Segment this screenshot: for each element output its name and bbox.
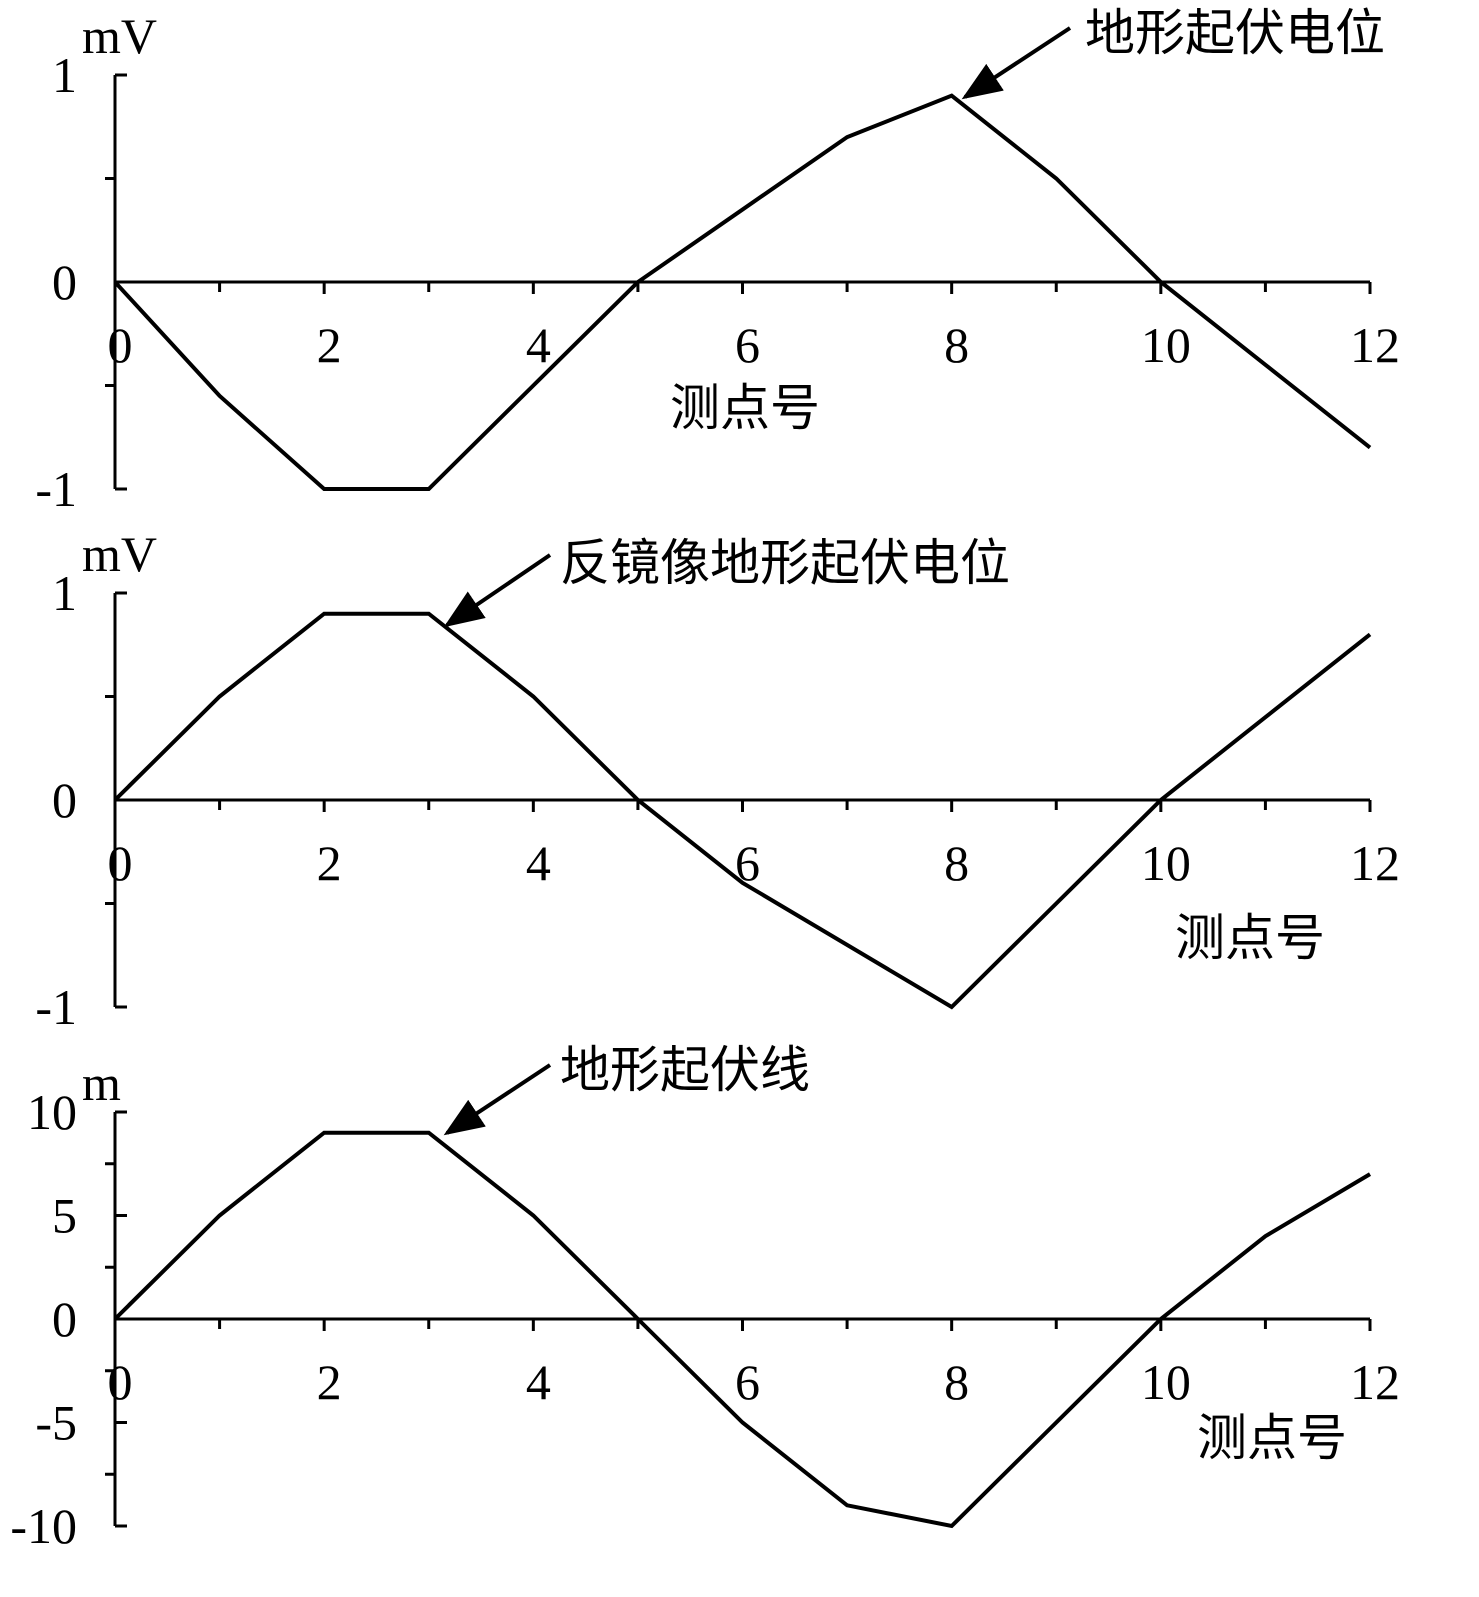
x-tick-label: 0 bbox=[108, 317, 133, 373]
y-tick-label: 0 bbox=[52, 1291, 77, 1347]
y-tick-label: 1 bbox=[52, 47, 77, 103]
x-tick-label: 0 bbox=[108, 835, 133, 891]
line bbox=[113, 1130, 1372, 1529]
x-tick-label: 12 bbox=[1350, 835, 1400, 891]
y-tick-label: -5 bbox=[35, 1395, 77, 1451]
y-tick-label: 0 bbox=[52, 772, 77, 828]
line bbox=[113, 93, 1372, 491]
annotation-arrow bbox=[443, 1063, 552, 1136]
x-tick-label: 2 bbox=[317, 835, 342, 891]
x-tick-label: 12 bbox=[1350, 317, 1400, 373]
annotation-arrow bbox=[961, 26, 1072, 100]
y-unit: m bbox=[82, 1055, 121, 1111]
y-tick-label: 10 bbox=[27, 1084, 77, 1140]
line bbox=[113, 611, 1372, 1010]
x-tick-label: 10 bbox=[1141, 835, 1191, 891]
x-axis-label: 测点号 bbox=[1197, 1410, 1347, 1466]
x-tick-label: 2 bbox=[317, 1354, 342, 1410]
x-tick-label: 8 bbox=[944, 835, 969, 891]
x-tick-label: 4 bbox=[526, 1354, 551, 1410]
y-unit: mV bbox=[82, 526, 157, 582]
y-tick-label: -1 bbox=[35, 979, 77, 1035]
x-tick-label: 6 bbox=[735, 317, 760, 373]
x-tick-label: 12 bbox=[1350, 1354, 1400, 1410]
x-tick-label: 4 bbox=[526, 835, 551, 891]
x-tick-label: 10 bbox=[1141, 317, 1191, 373]
y-tick-label: -10 bbox=[10, 1498, 77, 1554]
x-tick-label: 6 bbox=[735, 835, 760, 891]
annotation-arrow bbox=[443, 553, 552, 628]
x-tick-label: 10 bbox=[1141, 1354, 1191, 1410]
x-tick-label: 0 bbox=[108, 1354, 133, 1410]
x-axis-label: 测点号 bbox=[670, 380, 820, 436]
x-tick-label: 8 bbox=[944, 317, 969, 373]
y-unit: mV bbox=[82, 8, 157, 64]
x-axis-label: 测点号 bbox=[1175, 910, 1325, 966]
x-tick-label: 2 bbox=[317, 317, 342, 373]
y-tick-label: 1 bbox=[52, 565, 77, 621]
y-tick-label: -1 bbox=[35, 461, 77, 517]
annotation: 地形起伏电位 bbox=[1085, 5, 1385, 61]
annotation: 地形起伏线 bbox=[560, 1042, 810, 1098]
annotation: 反镜像地形起伏电位 bbox=[560, 535, 1010, 591]
x-tick-label: 4 bbox=[526, 317, 551, 373]
y-tick-label: 0 bbox=[52, 254, 77, 310]
x-tick-label: 8 bbox=[944, 1354, 969, 1410]
y-tick-label: 5 bbox=[52, 1188, 77, 1244]
x-tick-label: 6 bbox=[735, 1354, 760, 1410]
